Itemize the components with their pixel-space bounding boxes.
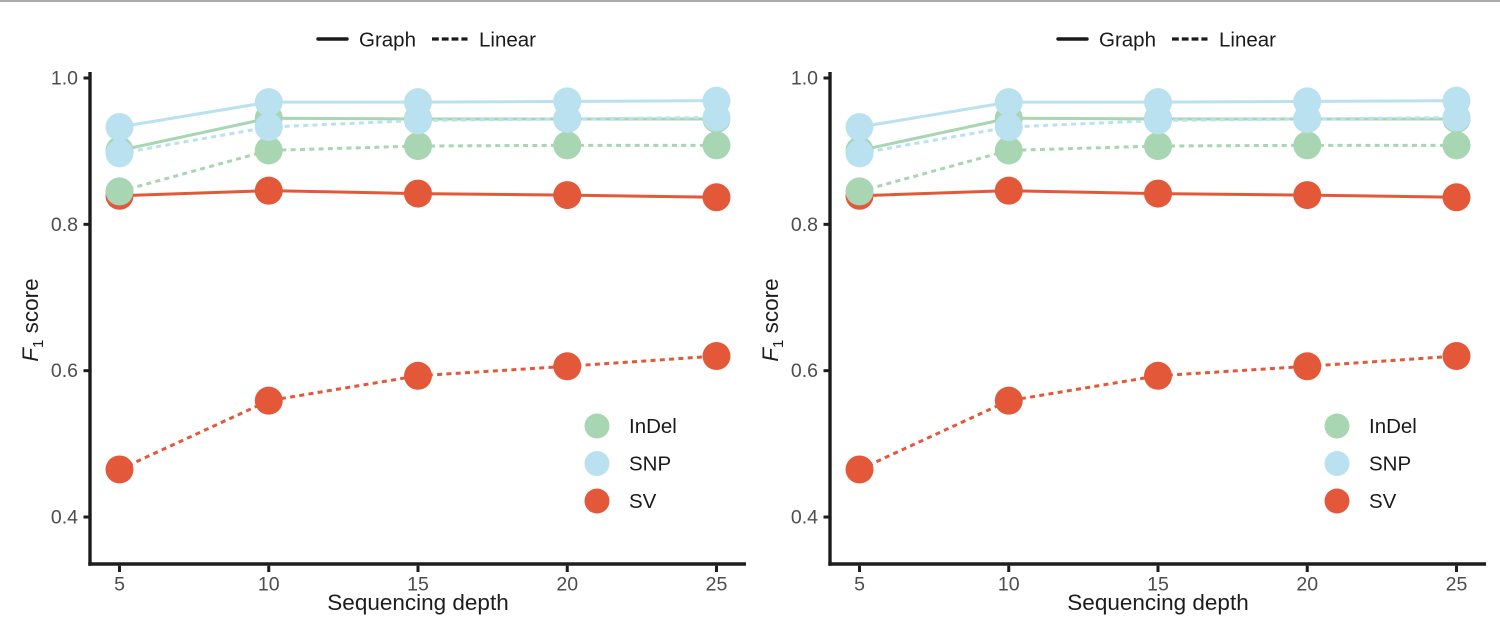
x-tick-label: 10 [258, 574, 280, 596]
legend-variant: InDel SNP SV [1324, 413, 1417, 514]
legend-label-indel: InDel [1369, 415, 1417, 438]
point-indel-linear-x20 [553, 131, 582, 160]
legend-method-linear-label: Linear [1219, 29, 1276, 52]
y-tick-label: 0.8 [791, 214, 818, 236]
line-sv-linear [118, 354, 717, 471]
x-tick-label: 5 [114, 574, 125, 596]
point-snp-linear-x20 [1293, 104, 1322, 133]
y-tick-label: 0.8 [51, 214, 78, 236]
x-tick-label: 25 [1446, 574, 1468, 596]
y-axis-title: F1 score [18, 278, 47, 361]
point-snp-linear-x15 [404, 106, 432, 135]
point-snp-linear-x25 [1442, 103, 1471, 132]
figure-top-border [0, 0, 1500, 2]
point-snp-linear-x10 [994, 113, 1023, 142]
point-sv-linear-x15 [404, 361, 432, 390]
y-tick-label: 0.6 [51, 360, 78, 382]
legend-method-graph-label: Graph [1099, 29, 1156, 52]
point-indel-linear-x10 [254, 136, 283, 165]
x-tick-label: 20 [1296, 574, 1318, 596]
y-tick-label: 0.4 [51, 507, 78, 529]
point-sv-linear-x15 [1144, 361, 1172, 390]
legend-swatch-sv [584, 488, 610, 514]
point-snp-linear-x10 [254, 113, 283, 142]
y-tick-label: 1.0 [51, 68, 78, 90]
legend-label-sv: SV [1369, 490, 1397, 513]
point-snp-linear-x5 [105, 139, 134, 168]
point-sv-linear-x10 [994, 386, 1023, 415]
panel-right: 1.0 0.8 0.6 0.4 5 10 15 20 25 F1 score Sequencing … [758, 29, 1486, 615]
line-sv-linear [858, 354, 1457, 471]
x-tick-label: 15 [1147, 574, 1169, 596]
point-sv-linear-x10 [254, 386, 283, 415]
point-sv-linear-x20 [1293, 352, 1322, 381]
point-sv-graph-x25 [702, 183, 731, 212]
point-indel-linear-x10 [994, 136, 1023, 165]
point-snp-graph-x5 [845, 113, 874, 142]
x-tick-label: 25 [706, 574, 728, 596]
legend-method-graph-label: Graph [359, 29, 416, 52]
x-tick-label: 10 [998, 574, 1020, 596]
y-tick-label: 0.6 [791, 360, 818, 382]
y-axis-title: F1 score [758, 278, 787, 361]
point-sv-linear-x20 [553, 352, 582, 381]
point-sv-linear-x5 [845, 455, 874, 484]
point-indel-linear-x15 [1144, 132, 1172, 161]
point-snp-linear-x25 [702, 103, 731, 132]
legend-label-sv: SV [629, 490, 657, 513]
point-sv-graph-x25 [1442, 183, 1471, 212]
point-indel-linear-x25 [1442, 131, 1471, 160]
point-indel-linear-x5 [105, 177, 134, 206]
line-indel-linear [119, 143, 717, 193]
point-snp-linear-x15 [1144, 106, 1172, 135]
point-sv-graph-x10 [994, 176, 1023, 205]
point-indel-linear-x5 [845, 177, 874, 206]
legend-swatch-sv [1324, 488, 1350, 514]
point-snp-graph-x5 [105, 113, 134, 142]
legend-swatch-indel [1324, 413, 1350, 439]
point-sv-graph-x15 [1144, 179, 1172, 208]
point-snp-graph-x10 [994, 88, 1023, 117]
point-sv-linear-x25 [1442, 342, 1471, 371]
point-snp-linear-x5 [845, 139, 874, 168]
point-snp-linear-x20 [553, 104, 582, 133]
y-tick-label: 0.4 [791, 507, 818, 529]
legend-swatch-indel [584, 413, 610, 439]
point-indel-linear-x20 [1293, 131, 1322, 160]
legend-method: Graph Linear [316, 29, 536, 52]
point-sv-graph-x20 [553, 181, 582, 210]
legend-label-snp: SNP [629, 453, 671, 476]
legend-swatch-snp [1324, 451, 1350, 476]
legend-method: Graph Linear [1056, 29, 1276, 52]
legend-variant: InDel SNP SV [584, 413, 677, 514]
x-tick-label: 20 [556, 574, 578, 596]
point-sv-linear-x5 [105, 455, 134, 484]
line-indel-linear [859, 143, 1457, 193]
panel-left: 1.0 0.8 0.6 0.4 5 10 15 20 25 F1 score Sequencing … [18, 29, 746, 615]
point-sv-graph-x15 [404, 179, 432, 208]
point-indel-linear-x25 [702, 131, 731, 160]
point-sv-linear-x25 [702, 342, 731, 371]
x-axis-title: Sequencing depth [1067, 590, 1248, 615]
x-tick-label: 15 [407, 574, 429, 596]
point-sv-graph-x10 [254, 176, 283, 205]
x-axis-title: Sequencing depth [327, 590, 508, 615]
legend-label-indel: InDel [629, 415, 677, 438]
point-snp-graph-x10 [254, 88, 283, 117]
point-indel-linear-x15 [404, 132, 432, 161]
legend-swatch-snp [584, 451, 610, 476]
point-sv-graph-x20 [1293, 181, 1322, 210]
legend-method-linear-label: Linear [479, 29, 536, 52]
legend-label-snp: SNP [1369, 453, 1411, 476]
x-tick-label: 5 [854, 574, 865, 596]
y-tick-label: 1.0 [791, 68, 818, 90]
